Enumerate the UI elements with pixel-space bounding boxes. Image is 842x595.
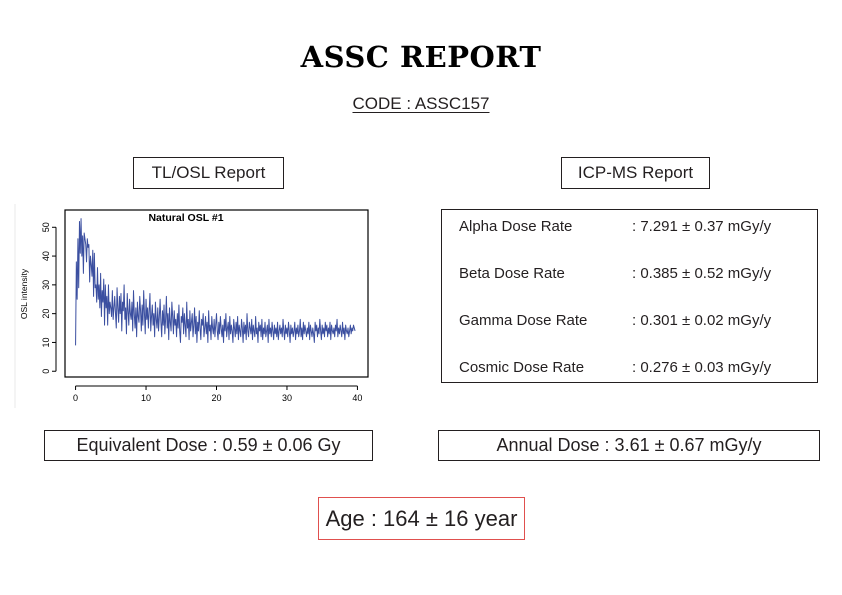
beta-dose-row: Beta Dose Rate : 0.385 ± 0.52 mGy/y bbox=[459, 265, 809, 285]
gamma-dose-row: Gamma Dose Rate : 0.301 ± 0.02 mGy/y bbox=[459, 312, 809, 332]
cosmic-dose-value: : 0.276 ± 0.03 mGy/y bbox=[632, 359, 772, 376]
report-title: ASSC REPORT bbox=[300, 40, 542, 74]
tl-osl-report-label: TL/OSL Report bbox=[133, 157, 284, 189]
osl-chart: Natural OSL #1 OSL intensity 0 10 20 30 40 0 1… bbox=[14, 204, 374, 408]
gamma-dose-label: Gamma Dose Rate bbox=[459, 312, 588, 329]
report-code: CODE : ASSC157 bbox=[0, 94, 842, 114]
age-result-box: Age : 164 ± 16 year bbox=[318, 497, 525, 540]
osl-chart-svg: Natural OSL #1 OSL intensity 0 10 20 30 40 0 1… bbox=[14, 204, 369, 408]
beta-dose-label: Beta Dose Rate bbox=[459, 265, 565, 282]
y-tick-label-10: 10 bbox=[41, 337, 51, 347]
y-tick-label-40: 40 bbox=[41, 251, 51, 261]
icp-ms-dose-table: Alpha Dose Rate : 7.291 ± 0.37 mGy/y Bet… bbox=[441, 209, 818, 383]
cosmic-dose-row: Cosmic Dose Rate : 0.276 ± 0.03 mGy/y bbox=[459, 359, 809, 379]
y-tick-label-50: 50 bbox=[41, 222, 51, 232]
y-tick-label-30: 30 bbox=[41, 280, 51, 290]
chart-title: Natural OSL #1 bbox=[148, 212, 223, 224]
series-layer bbox=[75, 218, 356, 346]
y-axis-label: OSL intensity bbox=[19, 268, 29, 319]
alpha-dose-row: Alpha Dose Rate : 7.291 ± 0.37 mGy/y bbox=[459, 218, 809, 238]
beta-dose-value: : 0.385 ± 0.52 mGy/y bbox=[632, 265, 772, 282]
plot-frame bbox=[64, 209, 369, 378]
icp-ms-report-label: ICP-MS Report bbox=[561, 157, 710, 189]
axes-layer: 0 10 20 30 40 0 10 20 30 40 50 bbox=[41, 222, 362, 403]
x-tick-label-0: 0 bbox=[73, 393, 78, 403]
annual-dose-box: Annual Dose : 3.61 ± 0.67 mGy/y bbox=[438, 430, 820, 461]
x-tick-label-30: 30 bbox=[282, 393, 292, 403]
alpha-dose-label: Alpha Dose Rate bbox=[459, 218, 573, 235]
y-tick-label-20: 20 bbox=[41, 309, 51, 319]
report-code-text: CODE : ASSC157 bbox=[352, 94, 490, 113]
cosmic-dose-label: Cosmic Dose Rate bbox=[459, 359, 585, 376]
gamma-dose-value: : 0.301 ± 0.02 mGy/y bbox=[632, 312, 772, 329]
x-tick-label-10: 10 bbox=[141, 393, 151, 403]
x-tick-label-40: 40 bbox=[352, 393, 362, 403]
y-tick-label-0: 0 bbox=[41, 369, 51, 374]
osl-series-line-0 bbox=[75, 218, 356, 346]
alpha-dose-value: : 7.291 ± 0.37 mGy/y bbox=[632, 218, 772, 235]
equivalent-dose-box: Equivalent Dose : 0.59 ± 0.06 Gy bbox=[44, 430, 373, 461]
x-tick-label-20: 20 bbox=[211, 393, 221, 403]
